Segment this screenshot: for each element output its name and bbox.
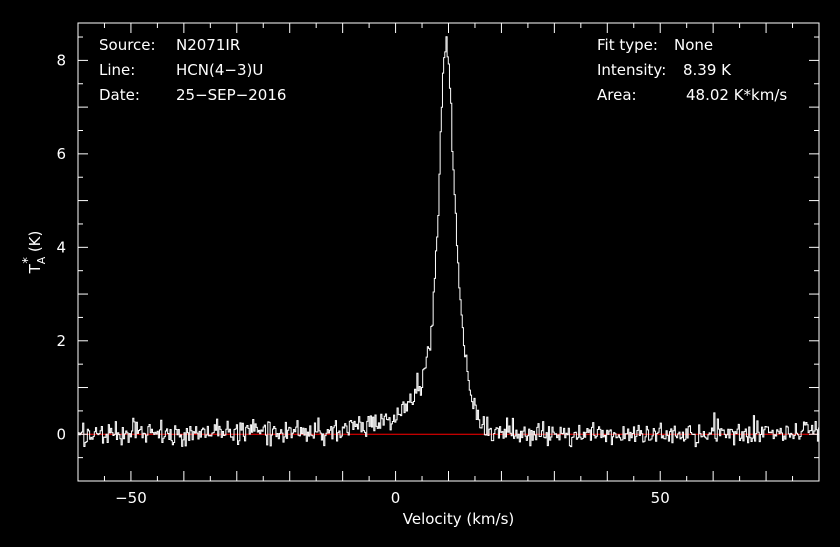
annotation-area-value: 48.02 K*km/s bbox=[686, 86, 787, 104]
axis-ticks bbox=[77, 23, 820, 482]
annotation-area-key: Area: bbox=[597, 86, 637, 104]
x-tick-label: 50 bbox=[651, 489, 670, 507]
annotation-panel-left: Source: N2071IR Line: HCN(4−3)U Date: 25… bbox=[99, 36, 286, 104]
x-tick-label: −50 bbox=[115, 489, 147, 507]
annotation-panel-right: Fit type: None Intensity: 8.39 K Area: 4… bbox=[597, 36, 787, 104]
annotation-source-value: N2071IR bbox=[176, 36, 240, 54]
svg-text:TA*(K): TA* (K) bbox=[21, 231, 48, 275]
annotation-date-value: 25−SEP−2016 bbox=[176, 86, 286, 104]
annotation-fit-type-value: None bbox=[674, 36, 713, 54]
annotation-line-key: Line: bbox=[99, 61, 135, 79]
annotation-line-value: HCN(4−3)U bbox=[176, 61, 263, 79]
annotation-date-key: Date: bbox=[99, 86, 140, 104]
annotation-fit-type-key: Fit type: bbox=[597, 36, 658, 54]
x-tick-label: 0 bbox=[391, 489, 401, 507]
tick-labels: −50 0 50 0 2 4 6 8 bbox=[56, 51, 669, 507]
y-axis-title-superscript: * bbox=[21, 257, 36, 264]
y-tick-label: 6 bbox=[56, 145, 66, 163]
y-axis-title-main: T bbox=[26, 263, 44, 274]
y-axis-title-unit: (K) bbox=[26, 231, 44, 253]
y-axis-title-subscript: A bbox=[35, 256, 48, 264]
x-axis-title: Velocity (km/s) bbox=[403, 510, 514, 528]
plot-area bbox=[78, 36, 820, 448]
y-tick-label: 8 bbox=[56, 51, 66, 69]
y-tick-label: 4 bbox=[56, 238, 66, 256]
spectrum-series-line bbox=[78, 36, 820, 448]
annotation-intensity-value: 8.39 K bbox=[683, 61, 732, 79]
y-tick-label: 0 bbox=[56, 425, 66, 443]
annotation-intensity-key: Intensity: bbox=[597, 61, 666, 79]
y-axis-title: TA* (K) bbox=[21, 231, 48, 275]
annotation-source-key: Source: bbox=[99, 36, 156, 54]
y-tick-label: 2 bbox=[56, 332, 66, 350]
